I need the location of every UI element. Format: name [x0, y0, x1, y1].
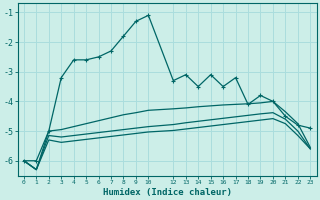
- X-axis label: Humidex (Indice chaleur): Humidex (Indice chaleur): [103, 188, 232, 197]
